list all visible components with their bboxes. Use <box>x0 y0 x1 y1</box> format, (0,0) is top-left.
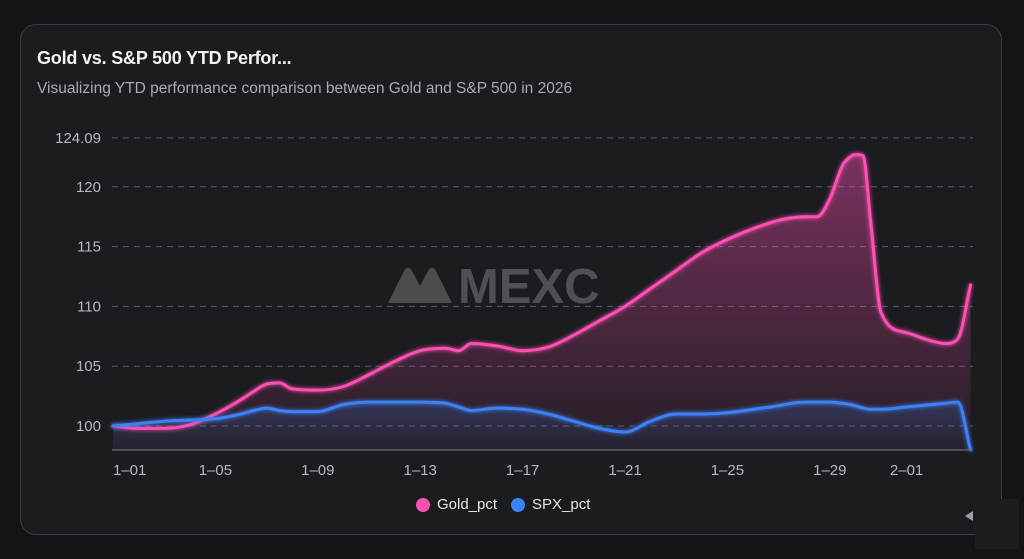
watermark: MEXC <box>388 260 600 314</box>
series-lines <box>111 153 973 452</box>
y-tick-label: 110 <box>77 298 101 315</box>
spx-legend-dot-icon <box>511 497 526 512</box>
y-axis-ticks: 100 105 110 115 120 124.09 <box>55 130 101 435</box>
y-tick-label: 115 <box>77 239 101 256</box>
watermark-text: MEXC <box>458 260 600 314</box>
chart-title: Gold vs. S&P 500 YTD Perfor... <box>37 48 292 68</box>
x-axis-ticks: 1–01 1–05 1–09 1–13 1–17 1–21 1–25 1–29 2–01 <box>113 462 923 479</box>
corner-panel <box>975 499 1019 549</box>
gold-legend-dot-icon <box>416 497 430 512</box>
area-spx_pct <box>113 402 971 450</box>
line-gold_pct[interactable] <box>111 153 973 430</box>
legend-item-gold[interactable]: Gold_pct <box>416 496 497 513</box>
x-tick-label: 1–01 <box>113 462 146 479</box>
collapse-arrow-icon[interactable] <box>965 511 973 521</box>
legend-label-gold: Gold_pct <box>437 496 498 513</box>
legend: Gold_pct SPX_pct <box>416 496 596 513</box>
y-tick-label: 120 <box>76 179 101 196</box>
mexc-logo-icon <box>388 267 452 303</box>
chart-subtitle: Visualizing YTD performance comparison b… <box>37 80 573 97</box>
x-tick-label: 1–09 <box>301 462 334 479</box>
legend-item-spx[interactable]: SPX_pct <box>511 496 590 513</box>
legend-label-spx: SPX_pct <box>532 496 591 513</box>
x-tick-label: 1–29 <box>813 462 846 479</box>
y-tick-label: 100 <box>76 418 101 435</box>
x-tick-label: 2–01 <box>890 462 923 479</box>
y-tick-label: 124.09 <box>55 130 101 147</box>
line-spx_pct[interactable] <box>111 400 973 452</box>
x-tick-label: 1–05 <box>199 462 232 479</box>
x-tick-label: 1–21 <box>608 462 641 479</box>
x-tick-label: 1–13 <box>404 462 437 479</box>
y-tick-label: 105 <box>76 358 101 375</box>
x-tick-label: 1–17 <box>506 462 539 479</box>
x-tick-label: 1–25 <box>711 462 744 479</box>
